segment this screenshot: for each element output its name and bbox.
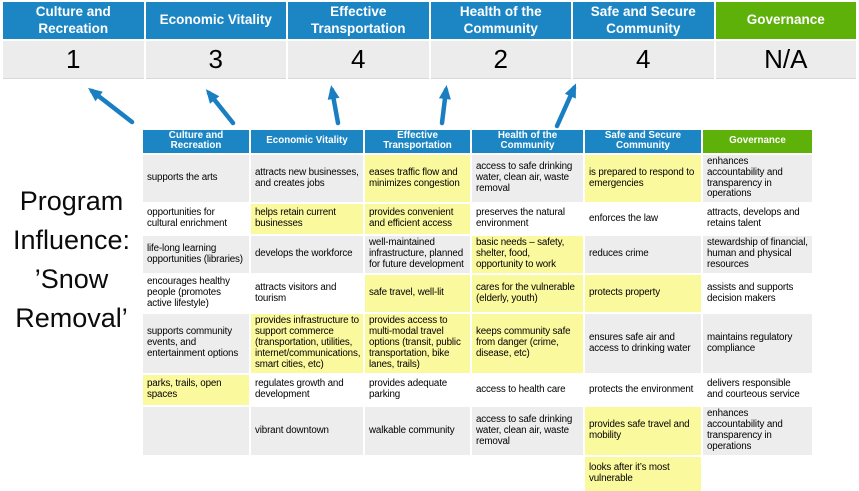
matrix-cell-ensures-safe-air-and-access-to-drinking-: ensures safe air and access to drinking … [585,314,701,374]
matrix-row-8: looks after it’s most vulnerable [143,456,812,491]
matrix-cell-empty [143,456,249,491]
matrix-cell-enhances-accountability-and-transparency: enhances accountability and transparency… [703,154,812,203]
up-arrow-icon-transportation [327,85,341,126]
matrix-cell-helps-retain-current-businesses: helps retain current businesses [251,204,363,235]
matrix-cell-basic-needs-safety-shelter-food-opportun: basic needs – safety, shelter, food, opp… [472,236,583,274]
matrix-row-2: opportunities for cultural enrichment hel… [143,204,812,235]
matrix-cell-enforces-the-law: enforces the law [585,204,701,235]
up-arrow-icon-health [438,85,451,126]
score-value-health-of-the-community: 2 [430,41,571,79]
score-value-culture-and-recreation: 1 [3,41,144,79]
scoreboard: Culture and Recreation Economic Vitality E… [3,2,856,79]
matrix-cell-assists-and-supports-decision-makers: assists and supports decision makers [703,275,812,313]
matrix-header-safe-and-secure-community: Safe and Secure Community [585,130,701,153]
matrix-cell-regulates-growth-and-development: regulates growth and development [251,375,363,406]
matrix-cell-enhances-accountability-and-transparency: enhances accountability and transparency… [703,407,812,455]
matrix-cell-provides-infrastructure-to-support-comme: provides infrastructure to support comme… [251,314,363,374]
matrix-cell-well-maintained-infrastructure-planned-f: well-maintained infrastructure, planned … [365,236,470,274]
matrix-header-culture-and-recreation: Culture and Recreation [143,130,249,153]
score-value-economic-vitality: 3 [145,41,286,79]
scoreboard-score-row: 1 3 4 2 4 N/A [3,39,856,79]
matrix-cell-access-to-health-care: access to health care [472,375,583,406]
matrix-cell-maintains-regulatory-compliance: maintains regulatory compliance [703,314,812,374]
matrix-cell-safe-travel-well-lit: safe travel, well-lit [365,275,470,313]
matrix-cell-eases-traffic-flow-and-minimizes-congest: eases traffic flow and minimizes congest… [365,154,470,203]
score-header-health-of-the-community: Health of the Community [430,2,571,39]
matrix-row-7: vibrant downtown walkable community access… [143,407,812,455]
matrix-cell-protects-property: protects property [585,275,701,313]
matrix-header-effective-transportation: Effective Transportation [365,130,470,153]
score-header-effective-transportation: Effective Transportation [288,2,429,39]
matrix-cell-attracts-new-businesses-and-creates-jobs: attracts new businesses, and creates job… [251,154,363,203]
matrix-cell-empty [251,456,363,491]
matrix-cell-empty [703,456,812,491]
matrix-cell-parks-trails-open-spaces: parks, trails, open spaces [143,375,249,406]
slide-canvas: Culture and Recreation Economic Vitality E… [3,2,856,491]
matrix-cell-is-prepared-to-respond-to-emergencies: is prepared to respond to emergencies [585,154,701,203]
matrix-cell-attracts-visitors-and-tourism: attracts visitors and tourism [251,275,363,313]
matrix-cell-vibrant-downtown: vibrant downtown [251,407,363,455]
score-header-economic-vitality: Economic Vitality [145,2,286,39]
matrix-cell-provides-access-to-multi-modal-travel-op: provides access to multi-modal travel op… [365,314,470,374]
scoreboard-header-row: Culture and Recreation Economic Vitality E… [3,2,856,39]
matrix-cell-opportunities-for-cultural-enrichment: opportunities for cultural enrichment [143,204,249,235]
matrix-row-6: parks, trails, open spaces regulates grow… [143,375,812,406]
matrix-cell-access-to-safe-drinking-water-clean-air-: access to safe drinking water, clean air… [472,154,583,203]
matrix-cell-attracts-develops-and-retains-talent: attracts, develops and retains talent [703,204,812,235]
matrix-cell-looks-after-it-s-most-vulnerable: looks after it’s most vulnerable [585,456,701,491]
matrix-cell-life-long-learning-opportunities-librari: life-long learning opportunities (librar… [143,236,249,274]
matrix-body: supports the arts attracts new businesses… [143,154,812,491]
score-header-governance: Governance [715,2,856,39]
score-value-effective-transportation: 4 [288,41,429,79]
matrix-header-row: Culture and Recreation Economic Vitality E… [143,130,812,153]
arrows-layer [88,83,577,129]
score-value-governance: N/A [715,41,856,79]
matrix-cell-supports-the-arts: supports the arts [143,154,249,203]
matrix-cell-access-to-safe-drinking-water-clean-air-: access to safe drinking water, clean air… [472,407,583,455]
up-left-arrow-icon-economic [205,89,236,126]
matrix-header-economic-vitality: Economic Vitality [251,130,363,153]
matrix-row-5: supports community events, and entertain… [143,314,812,374]
matrix-cell-preserves-the-natural-environment: preserves the natural environment [472,204,583,235]
program-title: Program Influence: ’Snow Removal’ [12,186,131,334]
matrix-cell-supports-community-events-and-entertainm: supports community events, and entertain… [143,314,249,374]
up-right-arrow-icon-safe [554,83,577,129]
matrix-cell-keeps-community-safe-from-danger-crime-d: keeps community safe from danger (crime,… [472,314,583,374]
matrix-cell-provides-adequate-parking: provides adequate parking [365,375,470,406]
matrix-cell-protects-the-environment: protects the environment [585,375,701,406]
matrix-header-governance: Governance [703,130,812,153]
matrix-cell-stewardship-of-financial-human-and-physi: stewardship of financial, human and phys… [703,236,812,274]
matrix-row-3: life-long learning opportunities (librar… [143,236,812,274]
matrix-cell-walkable-community: walkable community [365,407,470,455]
matrix-row-1: supports the arts attracts new businesses… [143,154,812,203]
score-header-culture-and-recreation: Culture and Recreation [3,2,144,39]
matrix-cell-provides-safe-travel-and-mobility: provides safe travel and mobility [585,407,701,455]
up-left-arrow-icon-culture [88,87,135,125]
matrix-header-health-of-the-community: Health of the Community [472,130,583,153]
matrix-cell-reduces-crime: reduces crime [585,236,701,274]
score-value-safe-and-secure-community: 4 [573,41,714,79]
matrix-cell-provides-convenient-and-efficient-access: provides convenient and efficient access [365,204,470,235]
score-header-safe-and-secure-community: Safe and Secure Community [573,2,714,39]
matrix-cell-empty [472,456,583,491]
matrix-row-4: encourages healthy people (promotes acti… [143,275,812,313]
matrix-cell-develops-the-workforce: develops the workforce [251,236,363,274]
matrix-cell-cares-for-the-vulnerable-elderly-youth: cares for the vulnerable (elderly, youth… [472,275,583,313]
matrix-cell-empty [143,407,249,455]
influence-matrix: Culture and Recreation Economic Vitality E… [143,130,812,491]
matrix-cell-empty [365,456,470,491]
matrix-cell-encourages-healthy-people-promotes-activ: encourages healthy people (promotes acti… [143,275,249,313]
matrix-cell-delivers-responsible-and-courteous-servi: delivers responsible and courteous servi… [703,375,812,406]
